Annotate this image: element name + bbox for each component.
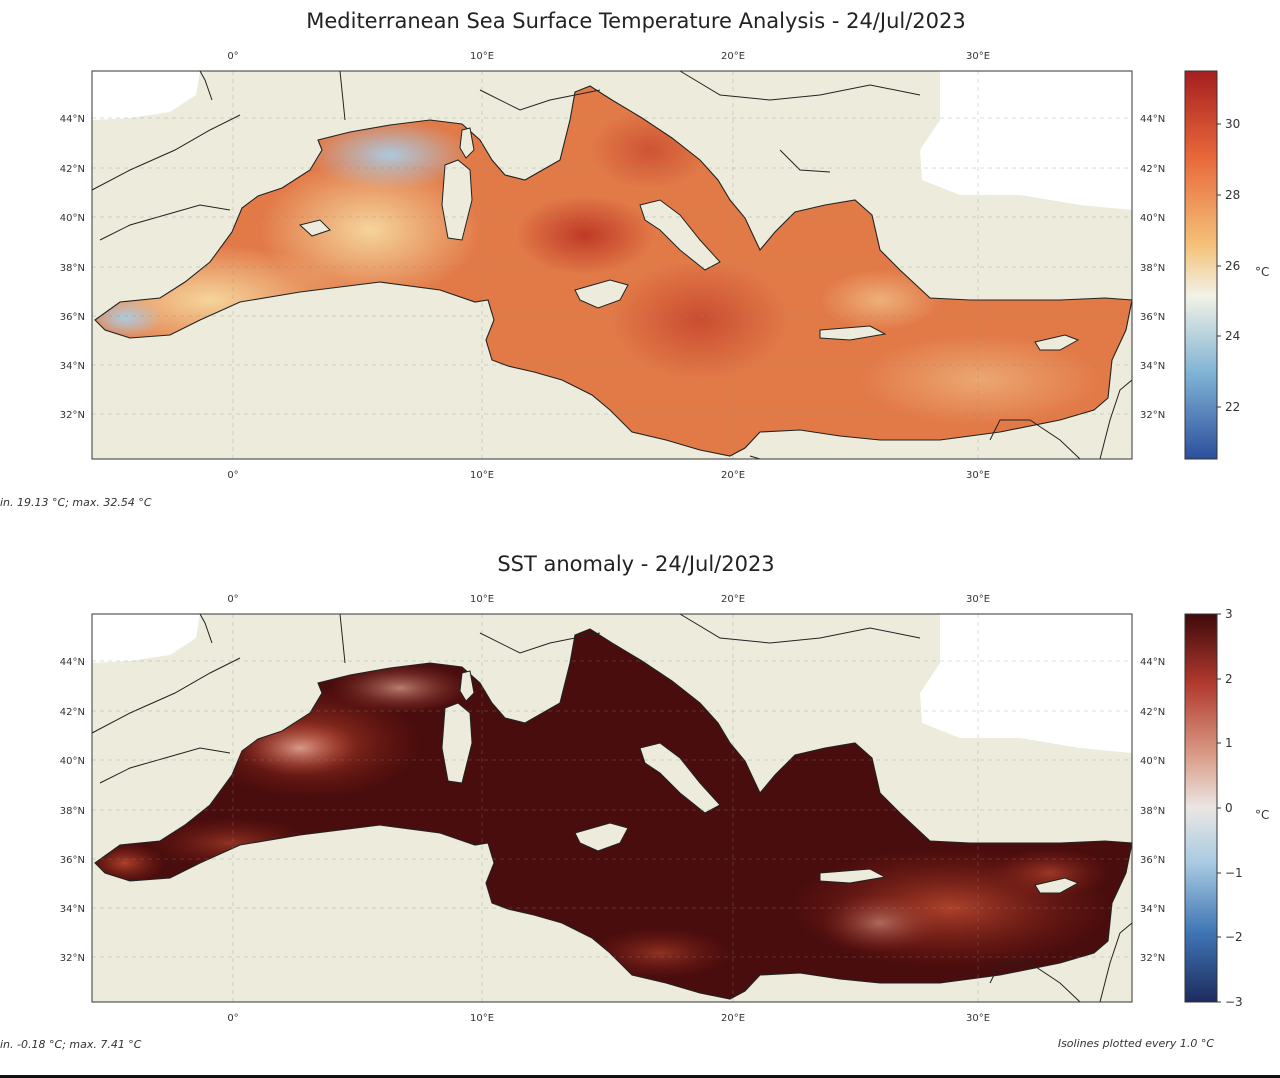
lon-label: 20°E bbox=[721, 594, 745, 605]
lat-label: 38°N bbox=[60, 263, 85, 274]
sst-map-nodata-nw bbox=[92, 71, 200, 120]
lat-label: 34°N bbox=[60, 361, 85, 372]
sst-sea bbox=[94, 85, 1133, 457]
lon-label: 0° bbox=[227, 470, 238, 481]
lat-label: 40°N bbox=[1140, 756, 1165, 767]
lat-label: 32°N bbox=[1140, 410, 1165, 421]
isoline-note: Isolines plotted every 1.0 °C bbox=[1058, 1037, 1214, 1050]
lat-label: 34°N bbox=[1140, 361, 1165, 372]
lon-label: 30°E bbox=[966, 470, 990, 481]
colorbar-tick: 26 bbox=[1225, 259, 1240, 273]
colorbar-tick: −2 bbox=[1225, 930, 1243, 944]
lon-label: 10°E bbox=[470, 51, 494, 62]
lon-label: 20°E bbox=[721, 51, 745, 62]
anomaly-lon-labels-bottom: 0° 10°E 20°E 30°E bbox=[227, 1013, 990, 1024]
sst-lon-labels-top: 0° 10°E 20°E 30°E bbox=[227, 51, 990, 62]
lon-label: 0° bbox=[227, 1013, 238, 1024]
lat-label: 34°N bbox=[1140, 904, 1165, 915]
lat-label: 36°N bbox=[1140, 312, 1165, 323]
sst-map bbox=[91, 70, 1133, 460]
lon-label: 10°E bbox=[470, 1013, 494, 1024]
lat-label: 32°N bbox=[60, 953, 85, 964]
lat-label: 44°N bbox=[60, 114, 85, 125]
lat-label: 40°N bbox=[1140, 213, 1165, 224]
anomaly-map bbox=[91, 613, 1133, 1003]
colorbar-tick: 2 bbox=[1225, 672, 1233, 686]
sst-borders bbox=[91, 70, 1133, 460]
lat-label: 36°N bbox=[60, 855, 85, 866]
sst-islands bbox=[298, 127, 1080, 351]
colorbar-unit: °C bbox=[1255, 265, 1269, 279]
lon-label: 10°E bbox=[470, 594, 494, 605]
colorbar-unit: °C bbox=[1255, 808, 1269, 822]
lon-label: 20°E bbox=[721, 470, 745, 481]
anomaly-panel-title: SST anomaly - 24/Jul/2023 bbox=[497, 552, 774, 576]
anomaly-map-nodata-nw bbox=[92, 614, 200, 663]
lat-label: 42°N bbox=[60, 164, 85, 175]
sst-panel-title: Mediterranean Sea Surface Temperature An… bbox=[306, 9, 965, 33]
figure-bottom-rule bbox=[0, 1075, 1280, 1078]
colorbar-tick: −3 bbox=[1225, 995, 1243, 1009]
lon-label: 10°E bbox=[470, 470, 494, 481]
lat-label: 32°N bbox=[60, 410, 85, 421]
lat-label: 36°N bbox=[1140, 855, 1165, 866]
colorbar-tick: 24 bbox=[1225, 329, 1240, 343]
lat-label: 44°N bbox=[1140, 657, 1165, 668]
lat-label: 38°N bbox=[60, 806, 85, 817]
anomaly-lon-labels-top: 0° 10°E 20°E 30°E bbox=[227, 594, 990, 605]
lon-label: 30°E bbox=[966, 1013, 990, 1024]
sst-colorbar: 30 28 26 24 22 °C bbox=[1184, 70, 1269, 460]
lon-label: 0° bbox=[227, 594, 238, 605]
sst-gridlines bbox=[92, 71, 1132, 459]
lat-label: 40°N bbox=[60, 756, 85, 767]
lat-label: 32°N bbox=[1140, 953, 1165, 964]
anomaly-gridlines bbox=[92, 614, 1132, 1002]
sst-lon-labels-bottom: 0° 10°E 20°E 30°E bbox=[227, 470, 990, 481]
anomaly-lat-labels-left: 44°N 42°N 40°N 38°N 36°N 34°N 32°N bbox=[60, 657, 85, 964]
colorbar-tick: 28 bbox=[1225, 188, 1240, 202]
lon-label: 0° bbox=[227, 51, 238, 62]
anomaly-panel: SST anomaly - 24/Jul/2023 bbox=[0, 552, 1269, 1051]
lat-label: 36°N bbox=[60, 312, 85, 323]
lat-label: 44°N bbox=[60, 657, 85, 668]
lon-label: 30°E bbox=[966, 594, 990, 605]
lat-label: 40°N bbox=[60, 213, 85, 224]
anomaly-map-nodata-ne bbox=[920, 614, 1132, 753]
anomaly-colorbar: 3 2 1 0 −1 −2 −3 °C bbox=[1184, 607, 1269, 1009]
colorbar-tick: −1 bbox=[1225, 866, 1243, 880]
colorbar-tick: 1 bbox=[1225, 736, 1233, 750]
sst-map-nodata-ne bbox=[920, 71, 1132, 210]
colorbar-tick: 0 bbox=[1225, 801, 1233, 815]
lat-label: 34°N bbox=[60, 904, 85, 915]
anomaly-stats: in. -0.18 °C; max. 7.41 °C bbox=[0, 1038, 142, 1051]
sst-panel: Mediterranean Sea Surface Temperature An… bbox=[0, 9, 1269, 509]
lat-label: 38°N bbox=[1140, 263, 1165, 274]
sst-lat-labels-right: 44°N 42°N 40°N 38°N 36°N 34°N 32°N bbox=[1140, 114, 1165, 421]
anomaly-colorbar-scale bbox=[1184, 613, 1218, 1003]
lat-label: 38°N bbox=[1140, 806, 1165, 817]
lat-label: 44°N bbox=[1140, 114, 1165, 125]
lat-label: 42°N bbox=[60, 707, 85, 718]
colorbar-tick: 30 bbox=[1225, 117, 1240, 131]
colorbar-tick: 3 bbox=[1225, 607, 1233, 621]
colorbar-tick: 22 bbox=[1225, 400, 1240, 414]
sst-stats: in. 19.13 °C; max. 32.54 °C bbox=[0, 496, 152, 509]
anomaly-lat-labels-right: 44°N 42°N 40°N 38°N 36°N 34°N 32°N bbox=[1140, 657, 1165, 964]
sst-lat-labels-left: 44°N 42°N 40°N 38°N 36°N 34°N 32°N bbox=[60, 114, 85, 421]
lon-label: 30°E bbox=[966, 51, 990, 62]
lat-label: 42°N bbox=[1140, 164, 1165, 175]
sst-colorbar-scale bbox=[1184, 70, 1218, 460]
lat-label: 42°N bbox=[1140, 707, 1165, 718]
lon-label: 20°E bbox=[721, 1013, 745, 1024]
